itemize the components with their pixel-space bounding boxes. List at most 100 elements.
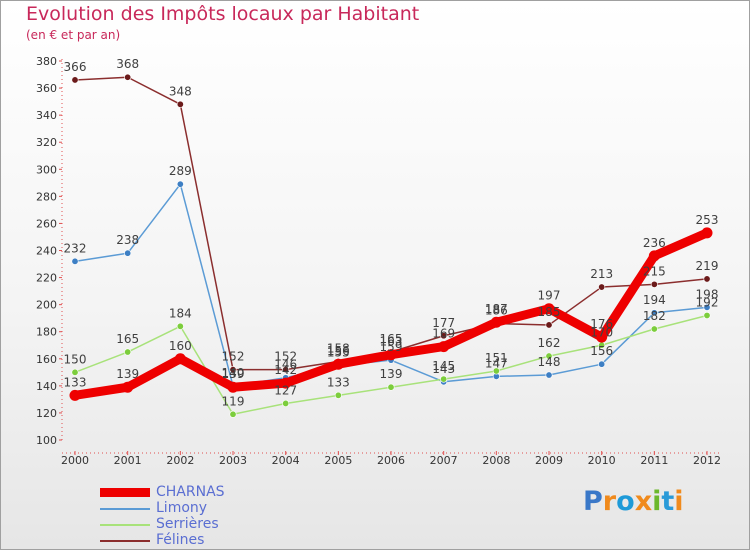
data-point-charnas xyxy=(385,349,397,361)
x-tick-label: 2006 xyxy=(377,454,405,467)
data-point-charnas xyxy=(438,341,450,353)
y-tick-label: 300 xyxy=(36,163,57,176)
data-point-serri-res xyxy=(71,368,79,376)
x-tick-label: 2002 xyxy=(166,454,194,467)
y-tick-label: 320 xyxy=(36,136,57,149)
data-label-serri-res: 192 xyxy=(696,295,719,309)
data-label-charnas: 169 xyxy=(432,327,455,341)
data-label-limony: 289 xyxy=(169,164,192,178)
logo-letter: t xyxy=(661,486,675,517)
x-tick-label: 2010 xyxy=(588,454,616,467)
data-point-f-lines xyxy=(229,366,237,374)
proxiti-logo: Proxiti xyxy=(583,486,684,517)
y-tick-label: 160 xyxy=(36,353,57,366)
x-tick-label: 2005 xyxy=(324,454,352,467)
data-point-charnas xyxy=(332,358,344,370)
data-label-charnas: 133 xyxy=(64,375,87,389)
data-label-serri-res: 162 xyxy=(538,336,561,350)
data-point-charnas xyxy=(69,389,81,401)
logo-letter: x xyxy=(634,486,653,517)
data-label-f-lines: 158 xyxy=(327,341,350,355)
data-label-serri-res: 170 xyxy=(590,325,613,339)
data-label-limony: 198 xyxy=(696,287,719,301)
data-label-serri-res: 133 xyxy=(327,375,350,389)
data-point-serri-res xyxy=(440,375,448,383)
data-point-charnas xyxy=(596,331,608,343)
data-label-limony: 232 xyxy=(64,241,87,255)
y-tick-label: 240 xyxy=(36,245,57,258)
data-point-serri-res xyxy=(650,325,658,333)
data-label-charnas: 163 xyxy=(380,335,403,349)
data-point-limony xyxy=(545,371,553,379)
data-point-limony xyxy=(71,257,79,265)
data-label-charnas: 139 xyxy=(116,367,139,381)
data-point-serri-res xyxy=(229,410,237,418)
series-lines xyxy=(69,73,713,418)
x-tick-label: 2001 xyxy=(114,454,142,467)
data-point-f-lines xyxy=(282,366,290,374)
data-point-limony xyxy=(650,309,658,317)
data-label-limony: 238 xyxy=(116,233,139,247)
x-tick-label: 2007 xyxy=(430,454,458,467)
data-label-limony: 148 xyxy=(538,355,561,369)
data-label-charnas: 160 xyxy=(169,339,192,353)
data-point-f-lines xyxy=(71,76,79,84)
y-tick-label: 120 xyxy=(36,407,57,420)
data-label-f-lines: 368 xyxy=(116,57,139,71)
data-label-charnas: 187 xyxy=(485,302,508,316)
data-point-serri-res xyxy=(334,391,342,399)
data-label-serri-res: 165 xyxy=(116,332,139,346)
data-label-f-lines: 219 xyxy=(696,259,719,273)
data-label-limony: 143 xyxy=(432,362,455,376)
data-point-serri-res xyxy=(124,348,132,356)
legend-swatch xyxy=(100,524,150,526)
data-point-f-lines xyxy=(124,73,132,81)
data-label-serri-res: 182 xyxy=(643,309,666,323)
data-point-f-lines xyxy=(703,275,711,283)
data-label-serri-res: 127 xyxy=(274,383,297,397)
data-label-charnas: 176 xyxy=(590,317,613,331)
y-tick-label: 340 xyxy=(36,109,57,122)
data-label-charnas: 142 xyxy=(274,363,297,377)
data-label-limony: 155 xyxy=(327,346,350,360)
x-tick-label: 2004 xyxy=(272,454,300,467)
chart-title: Evolution des Impôts locaux par Habitant xyxy=(26,3,420,25)
data-point-serri-res xyxy=(492,367,500,375)
y-tick-label: 360 xyxy=(36,82,57,95)
data-label-serri-res: 184 xyxy=(169,306,192,320)
logo-letter: o xyxy=(616,486,635,517)
data-label-f-lines: 165 xyxy=(380,332,403,346)
data-point-charnas xyxy=(543,303,555,315)
data-label-f-lines: 348 xyxy=(169,84,192,98)
data-label-f-lines: 215 xyxy=(643,264,666,278)
data-label-limony: 156 xyxy=(590,344,613,358)
data-point-serri-res xyxy=(176,322,184,330)
y-tick-label: 180 xyxy=(36,326,57,339)
data-label-f-lines: 366 xyxy=(64,60,87,74)
data-point-limony xyxy=(703,303,711,311)
data-label-serri-res: 150 xyxy=(64,352,87,366)
data-label-charnas: 156 xyxy=(327,344,350,358)
data-point-charnas xyxy=(227,381,239,393)
data-point-serri-res xyxy=(282,399,290,407)
legend-label: Félines xyxy=(156,532,205,548)
y-tick-label: 200 xyxy=(36,299,57,312)
data-label-serri-res: 119 xyxy=(222,394,245,408)
legend-label: Limony xyxy=(156,500,208,516)
x-tick-label: 2012 xyxy=(693,454,721,467)
data-point-charnas xyxy=(701,227,713,239)
y-tick-label: 380 xyxy=(36,55,57,68)
data-point-charnas xyxy=(122,381,134,393)
data-point-serri-res xyxy=(387,383,395,391)
data-label-serri-res: 139 xyxy=(380,367,403,381)
data-label-serri-res: 145 xyxy=(432,359,455,373)
y-tick-label: 280 xyxy=(36,190,57,203)
data-point-charnas xyxy=(174,353,186,365)
data-label-f-lines: 185 xyxy=(538,305,561,319)
data-point-f-lines xyxy=(598,283,606,291)
data-label-f-lines: 152 xyxy=(274,350,297,364)
legend-label: Serrières xyxy=(156,516,219,532)
axes: 100 120 140 160 180 200 220 240 260 280 300 320 340 3… xyxy=(36,55,721,467)
chart-subtitle: (en € et par an) xyxy=(26,28,121,42)
